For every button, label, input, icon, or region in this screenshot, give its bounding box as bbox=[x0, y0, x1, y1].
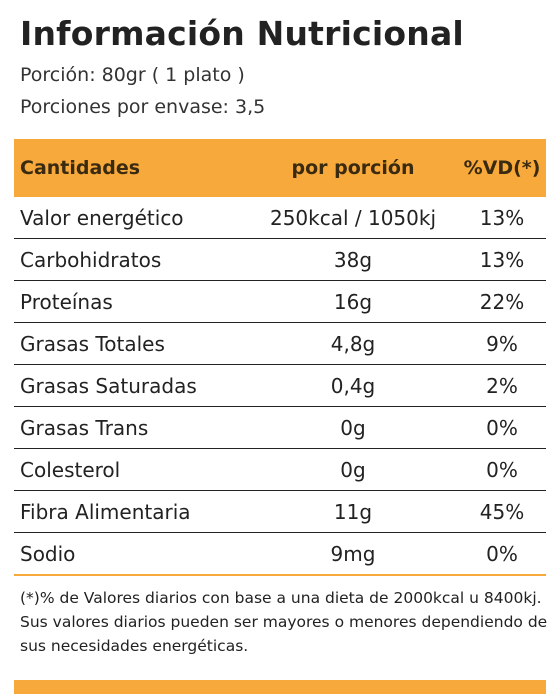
nutrient-name: Proteínas bbox=[20, 289, 113, 314]
nutrient-dv: 2% bbox=[486, 373, 518, 398]
table-row: Grasas Trans 0g 0% bbox=[14, 406, 546, 448]
nutrient-amount: 38g bbox=[333, 247, 373, 272]
table-row: Colesterol 0g 0% bbox=[14, 448, 546, 490]
table-row: Proteínas 16g 22% bbox=[14, 280, 546, 322]
table-header: Cantidades por porción %VD(*) bbox=[14, 139, 546, 197]
footnote: (*)% de Valores diarios con base a una d… bbox=[20, 589, 548, 655]
nutrient-amount: 4,8g bbox=[330, 331, 376, 356]
nutrient-dv: 13% bbox=[479, 205, 525, 230]
header-quantities: Cantidades bbox=[20, 157, 141, 179]
nutrition-table: Cantidades por porción %VD(*) Valor ener… bbox=[14, 139, 546, 576]
header-daily-value: %VD(*) bbox=[463, 157, 541, 179]
table-row: Grasas Saturadas 0,4g 2% bbox=[14, 364, 546, 406]
nutrient-dv: 22% bbox=[479, 289, 525, 314]
table-row: Carbohidratos 38g 13% bbox=[14, 238, 546, 280]
nutrient-amount: 0g bbox=[340, 415, 366, 440]
nutrient-name: Valor energético bbox=[20, 205, 184, 230]
table-row: Sodio 9mg 0% bbox=[14, 532, 546, 574]
nutrient-amount: 0g bbox=[340, 457, 366, 482]
table-row: Valor energético 250kcal / 1050kj 13% bbox=[14, 197, 546, 238]
nutrient-dv: 0% bbox=[486, 541, 518, 566]
nutrient-name: Carbohidratos bbox=[20, 247, 162, 272]
nutrient-amount: 250kcal / 1050kj bbox=[269, 205, 437, 230]
nutrient-name: Sodio bbox=[20, 541, 76, 566]
nutrient-dv: 45% bbox=[479, 499, 525, 524]
nutrient-amount: 16g bbox=[333, 289, 373, 314]
table-row: Fibra Alimentaria 11g 45% bbox=[14, 490, 546, 532]
nutrient-amount: 0,4g bbox=[330, 373, 376, 398]
page-title: Información Nutricional bbox=[20, 14, 464, 53]
nutrient-dv: 0% bbox=[486, 457, 518, 482]
nutrient-name: Colesterol bbox=[20, 457, 121, 482]
nutrient-amount: 9mg bbox=[330, 541, 376, 566]
nutrient-dv: 0% bbox=[486, 415, 518, 440]
nutrient-name: Grasas Trans bbox=[20, 415, 149, 440]
table-row: Grasas Totales 4,8g 9% bbox=[14, 322, 546, 364]
nutrient-name: Fibra Alimentaria bbox=[20, 499, 191, 524]
nutrient-amount: 11g bbox=[333, 499, 373, 524]
servings-per-container: Porciones por envase: 3,5 bbox=[20, 96, 266, 118]
serving-size: Porción: 80gr ( 1 plato ) bbox=[20, 64, 245, 86]
nutrient-name: Grasas Saturadas bbox=[20, 373, 197, 398]
nutrient-name: Grasas Totales bbox=[20, 331, 165, 356]
bottom-accent-bar bbox=[14, 680, 546, 694]
nutrient-dv: 13% bbox=[479, 247, 525, 272]
header-per-serving: por porción bbox=[291, 157, 415, 179]
nutrient-dv: 9% bbox=[486, 331, 518, 356]
